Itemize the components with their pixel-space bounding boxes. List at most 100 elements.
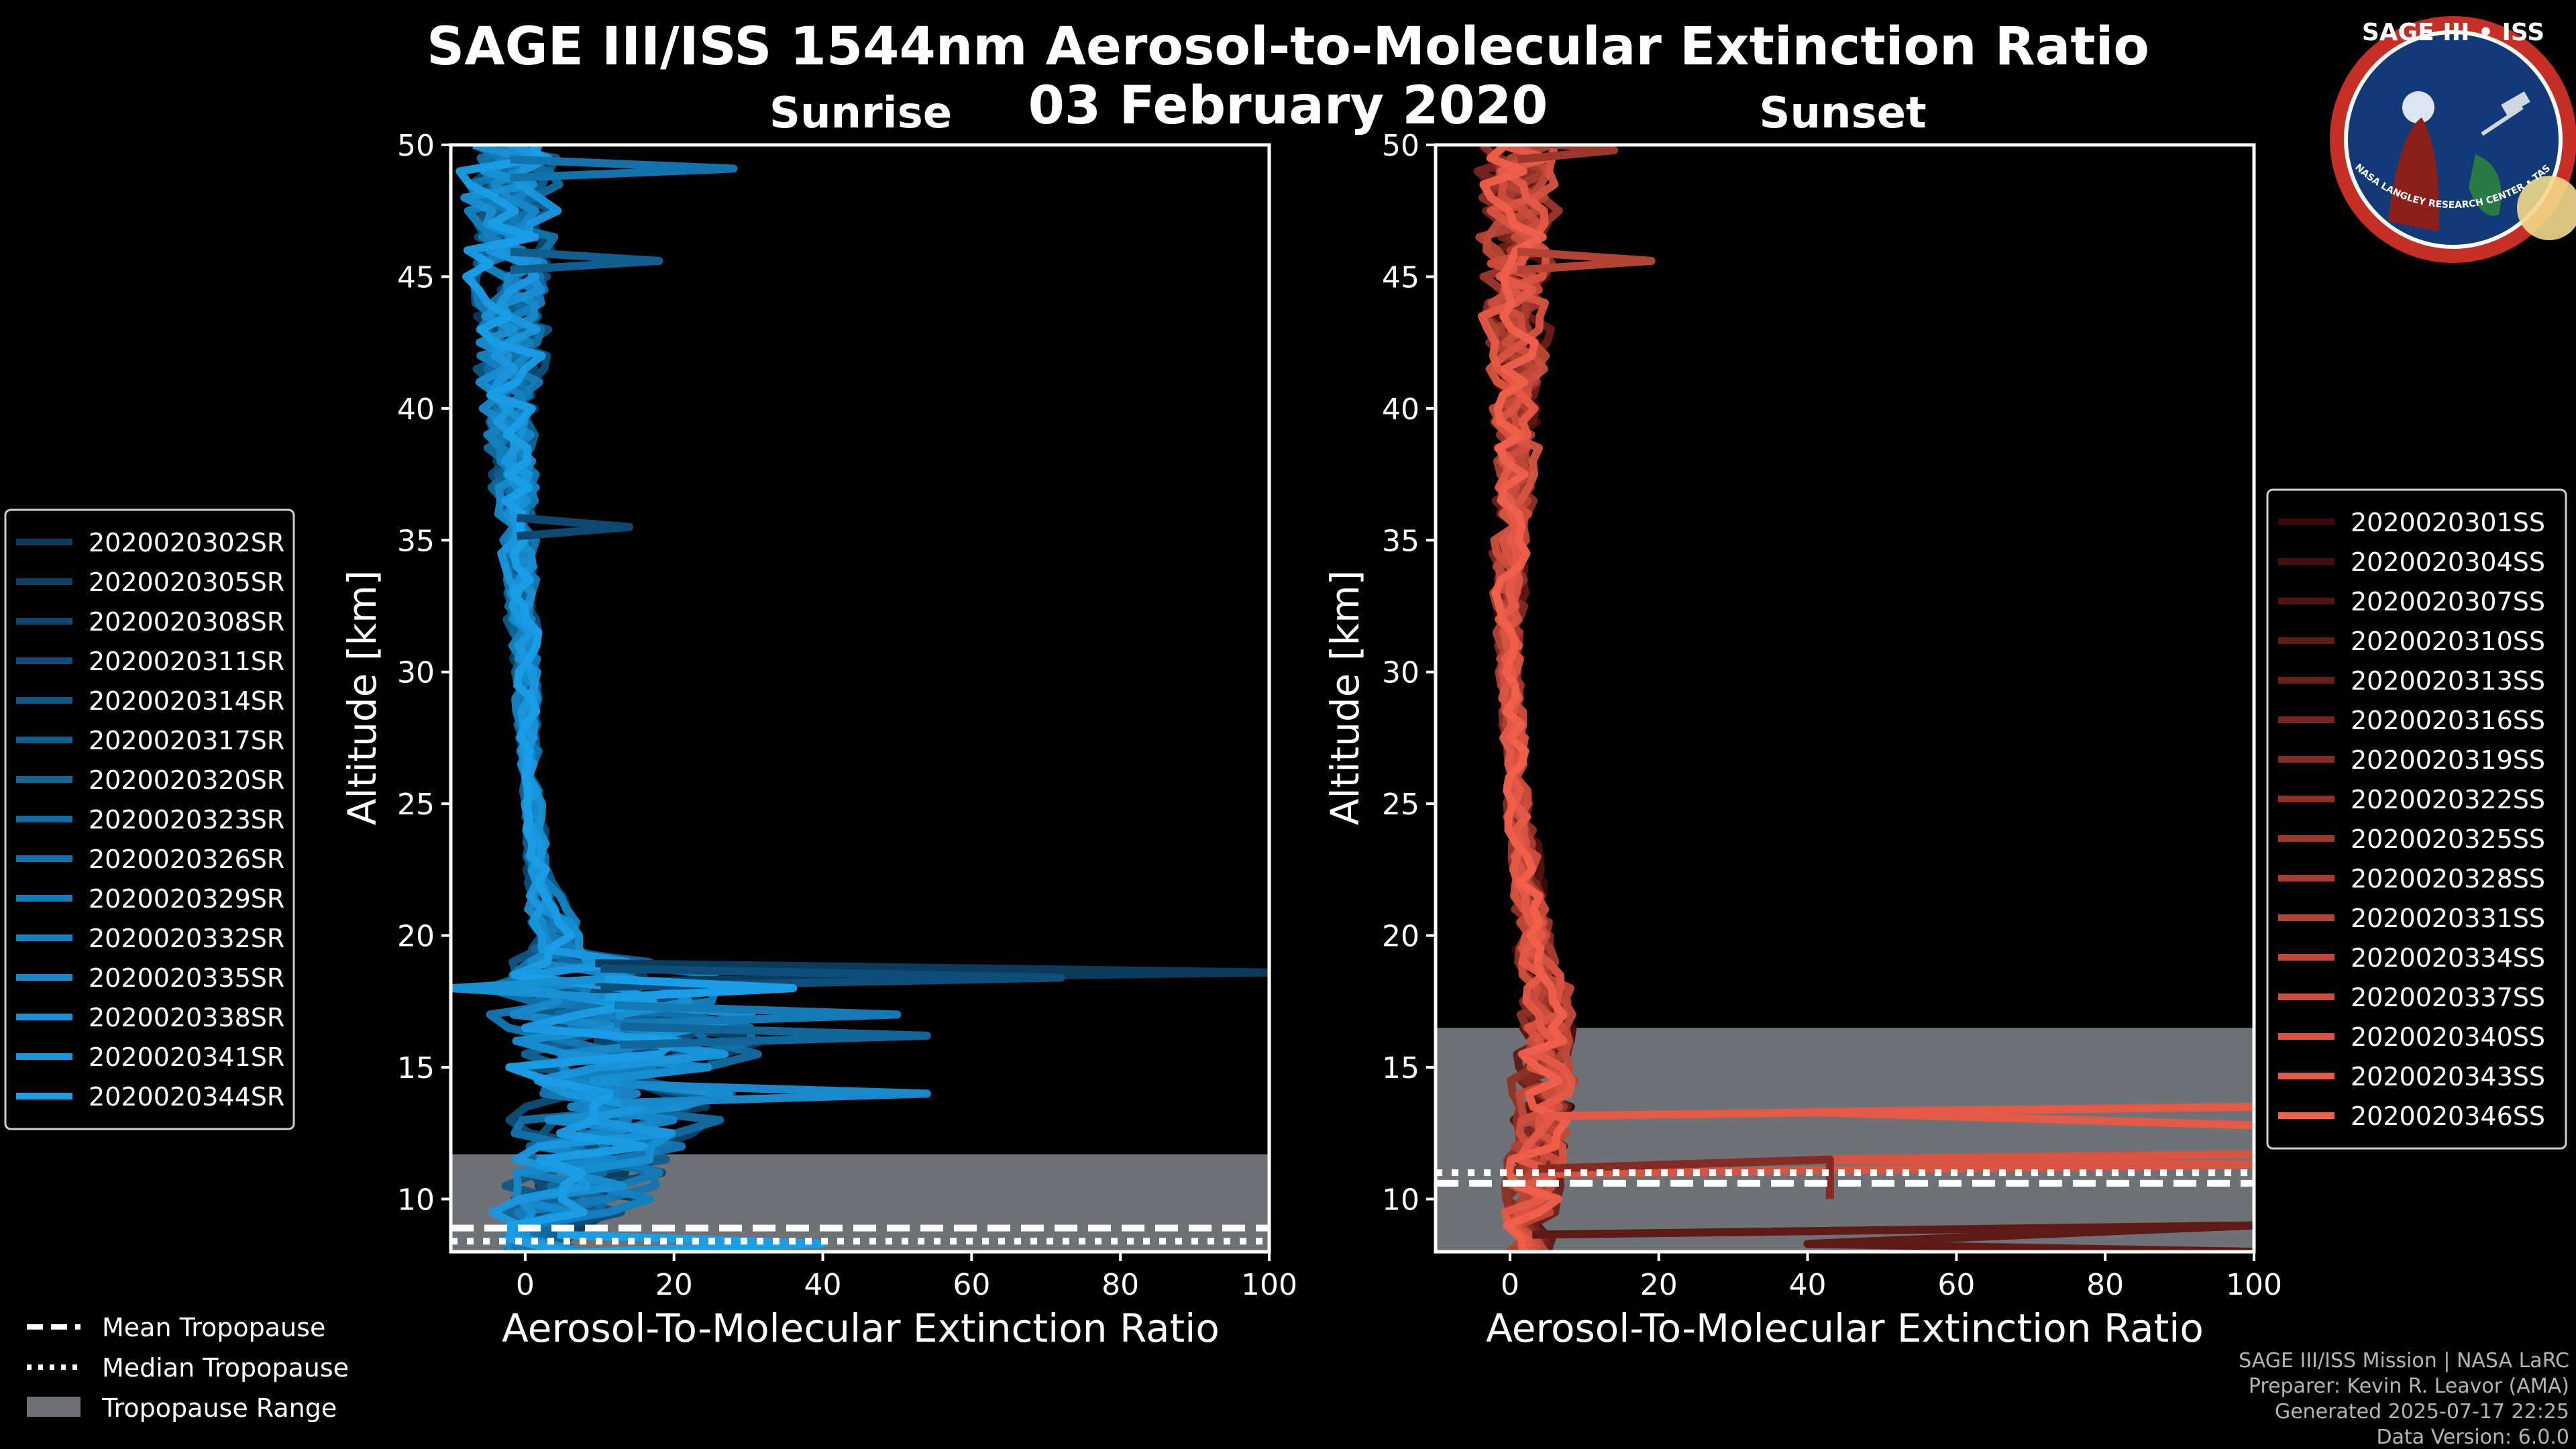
legend-label: 2020020328SS bbox=[2351, 864, 2545, 894]
profile-spike bbox=[614, 1001, 902, 1028]
sunrise-panel: Sunrise 0 20 40 60 80 100 10 15 20 25 30 35 40 45 50 A… bbox=[339, 89, 1297, 1351]
y-tick-label: 40 bbox=[397, 392, 435, 427]
sunrise-plot-area: 0 20 40 60 80 100 10 15 20 25 30 35 40 45 50 bbox=[397, 129, 1297, 1302]
legend-label: 2020020325SS bbox=[2351, 824, 2545, 854]
sunset-title: Sunset bbox=[1759, 89, 1926, 138]
legend-label: 2020020335SR bbox=[89, 963, 284, 993]
profile-line-2020020346SS bbox=[1479, 145, 1571, 1252]
y-tick-label: 15 bbox=[397, 1051, 435, 1085]
profiles-group bbox=[451, 145, 1269, 1252]
legend-label: 2020020316SS bbox=[2351, 706, 2545, 735]
legend-label: 2020020340SS bbox=[2351, 1022, 2545, 1052]
profile-spike bbox=[620, 1022, 931, 1049]
profile-spike bbox=[1538, 1155, 1834, 1199]
legend-label: 2020020326SR bbox=[89, 845, 284, 874]
profile-spike bbox=[1543, 1102, 2254, 1130]
credit-line: Preparer: Kevin R. Leavor (AMA) bbox=[2249, 1375, 2569, 1398]
legend-tropopause-range-swatch bbox=[27, 1397, 80, 1417]
sunrise-legend: 2020020302SR 2020020305SR 2020020308SR 2020… bbox=[4, 508, 295, 1130]
legend-label: 2020020346SS bbox=[2351, 1102, 2545, 1131]
x-tick-label: 0 bbox=[516, 1268, 535, 1302]
x-tick-label: 40 bbox=[804, 1268, 842, 1302]
y-tick-label: 10 bbox=[397, 1183, 435, 1217]
legend-label: 2020020317SR bbox=[89, 726, 284, 755]
profile-spike bbox=[510, 248, 663, 274]
profile-spike bbox=[1537, 1150, 2254, 1179]
profile-spike bbox=[1517, 248, 1656, 274]
y-tick-label: 45 bbox=[397, 260, 435, 294]
legend-label: 2020020343SS bbox=[2351, 1062, 2545, 1091]
logo-name: SAGE III • ISS bbox=[2362, 19, 2544, 46]
legend-label: 2020020314SR bbox=[89, 686, 284, 716]
x-tick-label: 20 bbox=[1640, 1268, 1678, 1302]
legend-box bbox=[4, 508, 295, 1130]
legend-label: 2020020313SS bbox=[2351, 666, 2545, 696]
sunset-legend: 2020020301SS 2020020304SS 2020020307SS 2020… bbox=[2266, 488, 2567, 1150]
legend-label: 2020020332SR bbox=[89, 924, 284, 953]
profile-line-2020020344SR bbox=[455, 145, 679, 1252]
y-tick-label: 35 bbox=[1382, 524, 1419, 558]
y-tick-label: 15 bbox=[1382, 1051, 1419, 1085]
sunrise-x-axis-label: Aerosol-To-Molecular Extinction Ratio bbox=[502, 1305, 1220, 1351]
x-tick-label: 40 bbox=[1789, 1268, 1827, 1302]
legend-label: 2020020302SR bbox=[89, 528, 284, 557]
x-tick-label: 60 bbox=[1937, 1268, 1975, 1302]
legend-label: 2020020311SR bbox=[89, 647, 284, 676]
profile-spike bbox=[1517, 145, 1619, 164]
legend-label: 2020020304SS bbox=[2351, 547, 2545, 577]
legend-label: 2020020334SS bbox=[2351, 943, 2545, 973]
y-tick-label: 30 bbox=[1382, 656, 1419, 690]
y-tick-label: 45 bbox=[1382, 260, 1419, 294]
sunset-y-axis-label: Altitude [km] bbox=[1322, 570, 1368, 825]
legend-box bbox=[2266, 488, 2567, 1150]
x-tick-label: 20 bbox=[655, 1268, 693, 1302]
figure-title: SAGE III/ISS 1544nm Aerosol-to-Molecular… bbox=[427, 17, 2149, 77]
y-tick-label: 20 bbox=[397, 920, 435, 954]
x-tick-label: 60 bbox=[953, 1268, 990, 1302]
sunrise-title: Sunrise bbox=[769, 89, 952, 138]
sunset-x-axis-label: Aerosol-To-Molecular Extinction Ratio bbox=[1486, 1305, 2204, 1351]
legend-label: 2020020310SS bbox=[2351, 627, 2545, 656]
plot-frame bbox=[449, 143, 1271, 1254]
legend-label: 2020020323SR bbox=[89, 805, 284, 835]
y-tick-label: 25 bbox=[1382, 788, 1419, 822]
y-tick-label: 20 bbox=[1382, 920, 1419, 954]
sunrise-y-axis-label: Altitude [km] bbox=[339, 570, 385, 825]
legend-label: 2020020341SR bbox=[89, 1042, 284, 1072]
profile-spike bbox=[604, 975, 798, 1002]
figure-date: 03 February 2020 bbox=[1028, 76, 1548, 136]
legend-label: 2020020337SS bbox=[2351, 983, 2545, 1012]
x-tick-label: 80 bbox=[1102, 1268, 1139, 1302]
credit-line: Data Version: 6.0.0 bbox=[2377, 1426, 2569, 1449]
y-tick-label: 35 bbox=[397, 524, 435, 558]
credit-line: Generated 2025-07-17 22:25 bbox=[2275, 1400, 2569, 1424]
legend-label: 2020020307SS bbox=[2351, 587, 2545, 616]
legend-label: 2020020331SS bbox=[2351, 904, 2545, 933]
y-tick-label: 40 bbox=[1382, 392, 1419, 427]
profile-line-2020020332SR bbox=[464, 145, 720, 1252]
x-tick-label: 100 bbox=[1241, 1268, 1297, 1302]
profile-line-2020020340SS bbox=[1485, 145, 1574, 1252]
profile-spike bbox=[621, 1080, 931, 1107]
tropopause-legend: Mean Tropopause Median Tropopause Tropop… bbox=[27, 1313, 349, 1423]
y-tick-label: 50 bbox=[1382, 129, 1419, 163]
profile-spike bbox=[451, 975, 605, 1002]
legend-label: 2020020322SS bbox=[2351, 785, 2545, 814]
legend-label: 2020020319SS bbox=[2351, 745, 2545, 775]
legend-label: 2020020329SR bbox=[89, 884, 284, 914]
credit-line: SAGE III/ISS Mission | NASA LaRC bbox=[2239, 1349, 2569, 1373]
y-tick-label: 30 bbox=[397, 656, 435, 690]
legend-label: 2020020338SR bbox=[89, 1003, 284, 1032]
y-tick-label: 25 bbox=[397, 788, 435, 822]
legend-median-tropopause-label: Median Tropopause bbox=[102, 1353, 349, 1383]
legend-tropopause-range-label: Tropopause Range bbox=[101, 1393, 337, 1423]
y-tick-label: 10 bbox=[1382, 1183, 1419, 1217]
legend-label: 2020020305SR bbox=[89, 568, 284, 597]
profile-spike bbox=[510, 155, 738, 182]
legend-label: 2020020301SS bbox=[2351, 508, 2545, 537]
profile-spike bbox=[517, 513, 634, 541]
x-tick-label: 0 bbox=[1501, 1268, 1519, 1302]
legend-label: 2020020344SR bbox=[89, 1082, 284, 1112]
sunset-plot-area: 0 20 40 60 80 100 10 15 20 25 30 35 40 45 50 bbox=[1382, 129, 2282, 1302]
